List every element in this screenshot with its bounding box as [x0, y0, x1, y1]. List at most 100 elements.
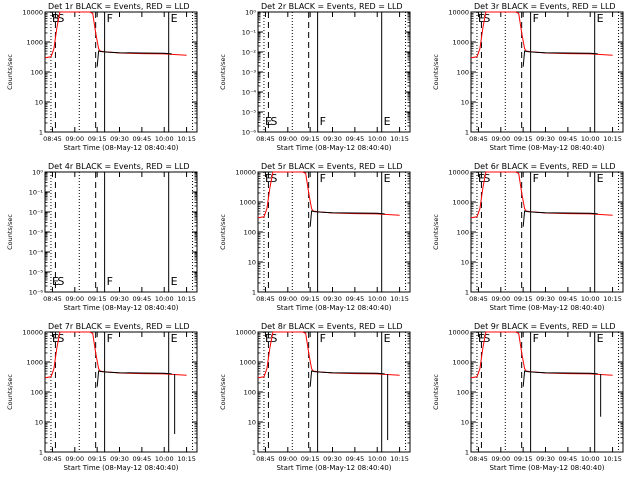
y-tick-label: 10⁻⁵ — [242, 109, 257, 117]
x-tick-label: 09:30 — [110, 295, 129, 303]
x-tick-label: 10:00 — [155, 295, 174, 303]
marker-letter-e: E — [384, 115, 391, 128]
y-tick-label: 1000 — [239, 199, 256, 207]
x-axis-label: Start Time (08-May-12 08:40:40) — [489, 464, 604, 472]
marker-letter-e: E — [171, 275, 178, 288]
x-tick-label: 09:15 — [301, 295, 320, 303]
plot-frame — [470, 11, 624, 133]
y-tick-label: 10 — [248, 259, 256, 267]
x-tick-label: 10:15 — [390, 135, 409, 143]
y-tick-label: 10⁻⁴ — [29, 249, 44, 257]
y-tick-label: 100 — [31, 69, 43, 77]
x-tick-label: 09:45 — [132, 135, 151, 143]
lld-series-line — [44, 331, 187, 379]
x-tick-label: 09:00 — [491, 135, 510, 143]
y-tick-label: 1 — [39, 449, 43, 457]
lld-series-line — [470, 11, 613, 59]
y-tick-label: 100 — [31, 389, 43, 397]
marker-letter-e: E — [478, 172, 485, 185]
plot-frame — [44, 11, 198, 133]
x-tick-label: 10:00 — [368, 135, 387, 143]
x-tick-label: 10:00 — [368, 295, 387, 303]
x-tick-label: 08:45 — [43, 455, 62, 463]
marker-letter-e: E — [478, 12, 485, 25]
events-series-line — [309, 370, 385, 387]
x-tick-label: 08:45 — [469, 135, 488, 143]
marker-letter-f: F — [107, 332, 113, 345]
marker-letter-e: E — [265, 332, 272, 345]
marker-letter-s: S — [483, 172, 490, 185]
marker-letter-s: S — [57, 332, 64, 345]
y-axis-label: Counts/sec — [219, 374, 227, 410]
marker-letter-f: F — [533, 332, 539, 345]
marker-letter-b: B — [52, 12, 60, 25]
x-tick-label: 09:15 — [88, 135, 107, 143]
lld-series-line — [470, 171, 613, 219]
y-tick-label: 10000 — [448, 169, 469, 177]
events-series-line — [96, 370, 172, 387]
y-tick-label: 1000 — [452, 359, 469, 367]
marker-letter-e: E — [384, 172, 391, 185]
y-tick-label: 10 — [461, 99, 469, 107]
marker-letter-f: F — [320, 332, 326, 345]
marker-letter-s: S — [57, 12, 64, 25]
x-axis-label: Start Time (08-May-12 08:40:40) — [276, 144, 391, 152]
x-tick-label: 09:00 — [65, 455, 84, 463]
x-tick-label: 09:15 — [301, 135, 320, 143]
x-tick-label: 08:45 — [43, 295, 62, 303]
x-tick-label: 08:45 — [469, 295, 488, 303]
y-tick-label: 10⁻³ — [29, 229, 44, 237]
y-tick-label: 100 — [244, 229, 256, 237]
y-tick-label: 10⁻² — [242, 49, 257, 57]
x-tick-label: 09:30 — [110, 455, 129, 463]
marker-letter-s: S — [57, 275, 64, 288]
x-tick-label: 09:45 — [558, 135, 577, 143]
y-tick-label: 10000 — [448, 329, 469, 337]
x-axis-label: Start Time (08-May-12 08:40:40) — [489, 304, 604, 312]
x-axis-label: Start Time (08-May-12 08:40:40) — [63, 144, 178, 152]
x-tick-label: 10:15 — [177, 295, 196, 303]
y-tick-label: 1 — [465, 289, 469, 297]
y-tick-label: 1000 — [26, 359, 43, 367]
marker-letter-s: S — [270, 332, 277, 345]
y-axis-label: Counts/sec — [6, 54, 14, 90]
y-tick-label: 10⁻³ — [242, 69, 257, 77]
x-tick-label: 10:00 — [581, 455, 600, 463]
x-tick-label: 10:00 — [581, 295, 600, 303]
panel-title: Det 7r BLACK = Events, RED = LLD — [48, 322, 190, 331]
y-tick-label: 1000 — [452, 39, 469, 47]
x-tick-label: 09:30 — [536, 455, 555, 463]
x-tick-label: 09:00 — [278, 135, 297, 143]
lld-series-line — [257, 331, 400, 379]
marker-letter-f: F — [320, 115, 326, 128]
panel-title: Det 3r BLACK = Events, RED = LLD — [474, 2, 616, 11]
y-tick-label: 1 — [465, 449, 469, 457]
marker-letter-f: F — [107, 275, 113, 288]
x-tick-label: 09:30 — [536, 135, 555, 143]
y-tick-label: 10000 — [448, 9, 469, 17]
x-tick-label: 08:45 — [43, 135, 62, 143]
y-tick-label: 10⁰ — [32, 169, 43, 177]
panel-title: Det 8r BLACK = Events, RED = LLD — [261, 322, 403, 331]
x-tick-label: 09:15 — [514, 455, 533, 463]
y-axis-label: Counts/sec — [6, 374, 14, 410]
y-tick-label: 10⁻⁶ — [242, 129, 257, 137]
x-tick-label: 10:15 — [603, 135, 622, 143]
plot-frame — [44, 171, 198, 293]
x-tick-label: 09:45 — [345, 135, 364, 143]
y-tick-label: 10000 — [235, 169, 256, 177]
x-tick-label: 09:30 — [536, 295, 555, 303]
x-tick-label: 09:15 — [88, 455, 107, 463]
x-tick-label: 08:45 — [256, 295, 275, 303]
plot-frame — [257, 171, 411, 293]
marker-letter-s: S — [483, 332, 490, 345]
y-tick-label: 10 — [461, 419, 469, 427]
y-axis-label: Counts/sec — [219, 214, 227, 250]
y-tick-label: 100 — [457, 229, 469, 237]
x-tick-label: 09:15 — [88, 295, 107, 303]
y-tick-label: 1000 — [26, 39, 43, 47]
panel-title: Det 9r BLACK = Events, RED = LLD — [474, 322, 616, 331]
marker-letter-f: F — [533, 12, 539, 25]
y-tick-label: 1 — [39, 129, 43, 137]
x-tick-label: 08:45 — [469, 455, 488, 463]
